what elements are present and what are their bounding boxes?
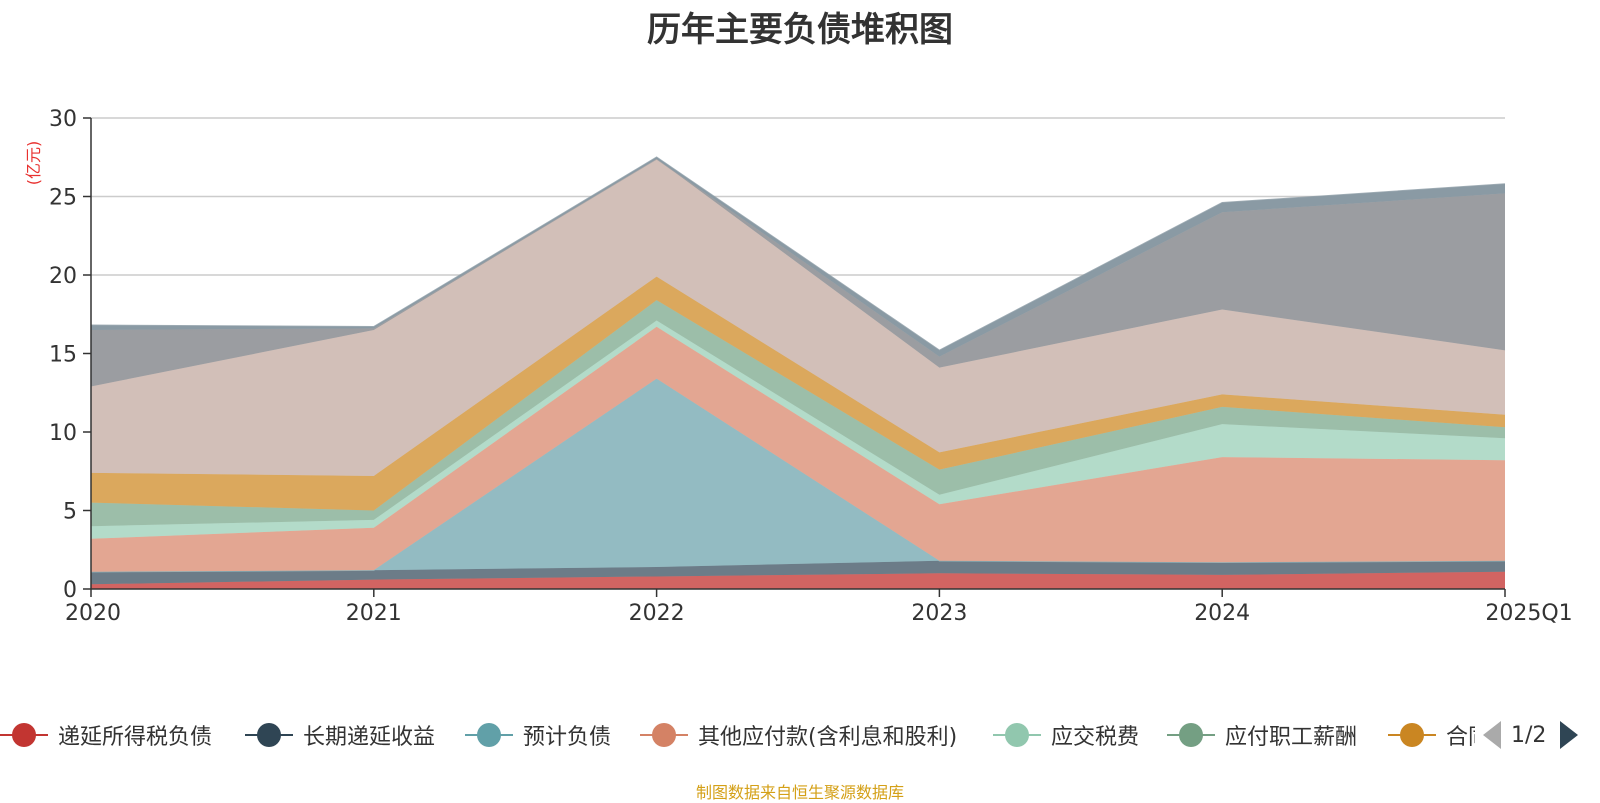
- stacked-area-chart: 0 5 10 15 20 25 30 2020 2021 2022 2023 2024 2025Q1: [49, 107, 1573, 626]
- legend-label: 预计负债: [523, 725, 612, 750]
- y-tick-label: 5: [63, 500, 77, 525]
- legend-item-4[interactable]: 其他应付款(含利息和股利): [640, 715, 957, 755]
- area-series-2: [91, 560, 1505, 585]
- legend-pager: 1/2: [1475, 715, 1600, 755]
- area-series-5: [91, 320, 1505, 539]
- legend-label: 长期递延收益: [303, 725, 436, 750]
- area-series-4: [91, 326, 1505, 572]
- legend-marker-icon: [1388, 723, 1436, 747]
- legend-label: 应交税费: [1051, 725, 1140, 750]
- legend-page-indicator: 1/2: [1511, 722, 1547, 748]
- x-tick-label: 2020: [65, 601, 121, 626]
- legend-marker-icon: [1167, 723, 1215, 747]
- x-tick-label: 2024: [1194, 601, 1250, 626]
- area-edge-10: [90, 156, 1506, 352]
- area-series-6: [91, 300, 1505, 527]
- area-series-8: [91, 158, 1505, 476]
- y-tick-label: 30: [49, 107, 77, 132]
- area-series-7: [91, 276, 1505, 511]
- area-series-3: [91, 378, 1505, 572]
- area-series-1: [91, 571, 1505, 589]
- x-tick-label: 2023: [911, 601, 967, 626]
- legend-item-5[interactable]: 应交税费: [993, 715, 1139, 755]
- legend-label: 合同负债: [1446, 725, 1475, 750]
- legend-label: 应付职工薪酬: [1225, 725, 1358, 750]
- data-source-note: 制图数据来自恒生聚源数据库: [695, 783, 904, 802]
- area-edge-5: [90, 319, 1506, 527]
- area-series: [90, 156, 1506, 589]
- legend-prev-page-icon[interactable]: [1483, 721, 1501, 749]
- area-series-10: [91, 157, 1505, 357]
- chart-title: 历年主要负债堆积图: [647, 10, 953, 50]
- y-tick-label: 15: [49, 343, 77, 368]
- x-tick-label: 2025Q1: [1485, 601, 1572, 626]
- legend-marker-icon: [245, 723, 293, 747]
- legend-marker-icon: [465, 723, 513, 747]
- y-tick-label: 0: [63, 578, 77, 603]
- x-tick-label: 2022: [629, 601, 685, 626]
- legend-next-page-icon[interactable]: [1560, 721, 1579, 749]
- legend-marker-icon: [993, 723, 1041, 747]
- legend-label: 递延所得税负债: [58, 725, 213, 750]
- x-tick-label: 2021: [346, 601, 402, 626]
- legend-item-2[interactable]: 长期递延收益: [245, 715, 435, 755]
- legend-item-7[interactable]: 合同负债: [1388, 715, 1475, 755]
- area-series-9: [91, 158, 1505, 387]
- legend: 递延所得税负债 长期递延收益 预计负债 其他应付款(含利息和股利) 应交税费 应付职工薪酬…: [0, 715, 1475, 755]
- y-tick-label: 20: [49, 264, 77, 289]
- legend-item-6[interactable]: 应付职工薪酬: [1167, 715, 1357, 755]
- legend-marker-icon: [640, 723, 688, 747]
- legend-item-3[interactable]: 预计负债: [465, 715, 611, 755]
- axes: 0 5 10 15 20 25 30 2020 2021 2022 2023 2024 2025Q1: [49, 107, 1573, 626]
- legend-label: 其他应付款(含利息和股利): [698, 725, 958, 750]
- legend-item-1[interactable]: 递延所得税负债: [0, 715, 212, 755]
- legend-marker-icon: [0, 723, 48, 747]
- y-tick-label: 25: [49, 186, 77, 211]
- y-tick-label: 10: [49, 421, 77, 446]
